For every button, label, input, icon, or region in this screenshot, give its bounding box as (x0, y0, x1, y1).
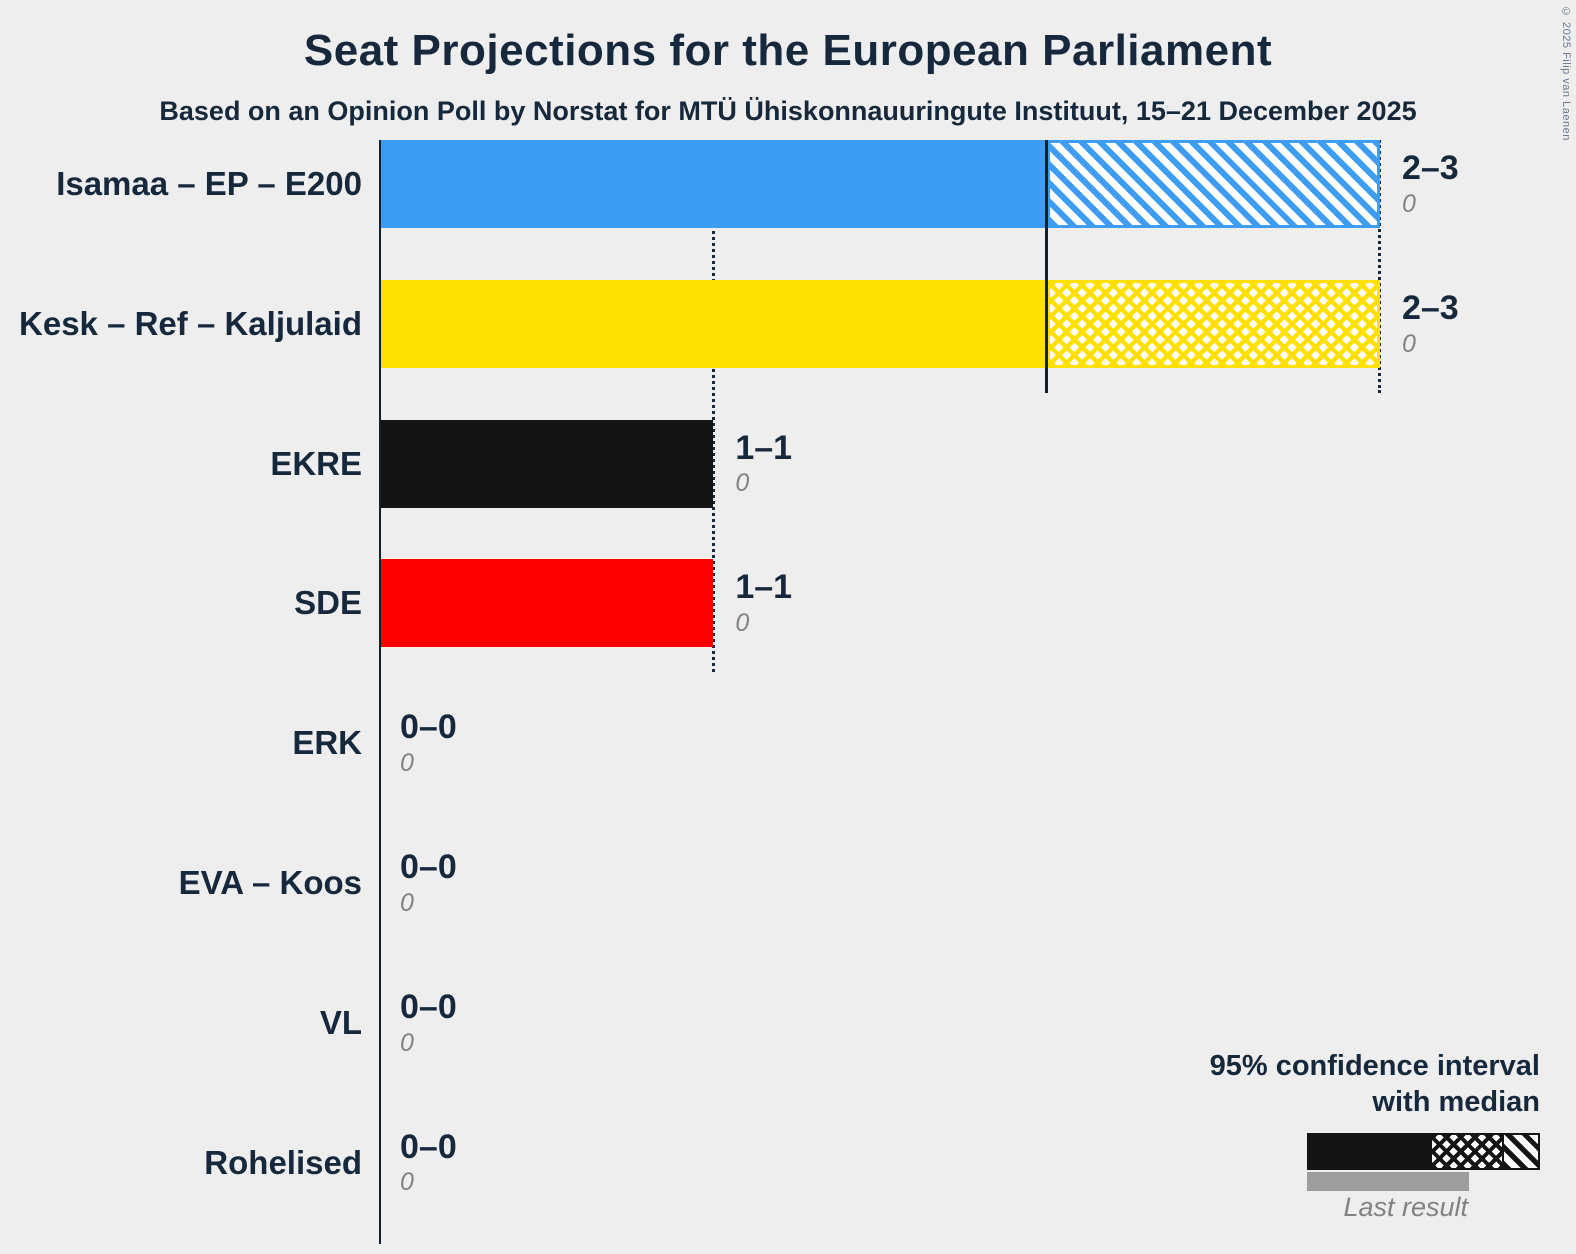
legend-solid-swatch (1307, 1133, 1430, 1170)
last-result-label: 0 (1401, 329, 1416, 358)
legend-crosshatch-swatch (1430, 1133, 1502, 1170)
value-labels: 0–0 0 (400, 979, 457, 1067)
confidence-interval-label: 1–1 (735, 568, 793, 607)
value-labels: 0–0 0 (400, 839, 457, 927)
last-result-label: 0 (1401, 189, 1416, 218)
party-label: EVA – Koos (178, 864, 362, 901)
last-result-label: 0 (400, 1028, 414, 1057)
last-result-label: 0 (735, 609, 750, 638)
party-label: Isamaa – EP – E200 (56, 165, 362, 202)
median-line-2 (1045, 140, 1049, 393)
value-labels: 0–0 0 (400, 699, 457, 787)
value-labels: 0–0 0 (400, 1119, 457, 1207)
chart-row: EVA – Koos 0–0 0 (0, 839, 1576, 927)
chart-row: Kesk – Ref – Kaljulaid 2–3 0 (0, 279, 1576, 368)
last-result-label: 0 (400, 1168, 414, 1197)
party-label: ERK (292, 724, 362, 762)
legend-title-line1: 95% confidence interval (1209, 1050, 1540, 1082)
chart-subtitle: Based on an Opinion Poll by Norstat for … (159, 96, 1417, 126)
legend-last-result-swatch (1307, 1172, 1469, 1191)
confidence-interval-label: 0–0 (400, 708, 457, 747)
party-label: Kesk – Ref – Kaljulaid (19, 304, 362, 342)
gridline-3 (1378, 140, 1382, 393)
bar-diagonalhatch-segment (1046, 140, 1380, 228)
value-labels: 2–3 0 (1402, 140, 1459, 228)
copyright-notice: © 2025 Filip van Laenen (1560, 6, 1572, 141)
gridline-1 (711, 140, 715, 673)
confidence-interval-label: 1–1 (735, 428, 793, 467)
confidence-interval-label: 0–0 (400, 987, 457, 1026)
legend-title-line2: with median (1372, 1086, 1540, 1118)
chart-row: EKRE 1–1 0 (0, 419, 1576, 508)
value-labels: 2–3 0 (1402, 280, 1459, 368)
legend-last-result-label: Last result (1343, 1192, 1468, 1222)
value-labels: 1–1 0 (735, 420, 792, 508)
party-label: EKRE (270, 444, 362, 482)
chart-row: Rohelised 0–0 0 (0, 1119, 1576, 1207)
y-axis-line (379, 140, 381, 1244)
legend-confidence-bar (1307, 1133, 1540, 1170)
value-labels: 1–1 0 (735, 559, 792, 647)
chart-row: SDE 1–1 0 (0, 559, 1576, 648)
confidence-interval-label: 0–0 (400, 848, 457, 887)
confidence-interval-label: 2–3 (1401, 288, 1459, 327)
last-result-label: 0 (400, 888, 414, 917)
party-label: VL (319, 1003, 362, 1041)
party-label: Rohelised (204, 1143, 362, 1181)
chart-row: VL 0–0 0 (0, 979, 1576, 1067)
bar-solid-segment (380, 419, 714, 508)
bar-solid-segment (380, 559, 714, 648)
confidence-interval-label: 0–0 (400, 1127, 457, 1166)
last-result-label: 0 (400, 748, 414, 777)
bar-solid-segment (380, 279, 1047, 368)
chart-title: Seat Projections for the European Parlia… (303, 26, 1273, 75)
confidence-interval-label: 2–3 (1401, 149, 1459, 188)
party-label: SDE (294, 584, 362, 622)
bar-solid-segment (380, 140, 1047, 228)
chart-row: Isamaa – EP – E200 2–3 0 (0, 140, 1576, 228)
bar-crosshatch-segment (1046, 279, 1380, 368)
chart-area: Isamaa – EP – E200 2–3 0 Kesk – Ref – Kalju… (0, 140, 1576, 1254)
chart-row: ERK 0–0 0 (0, 699, 1576, 787)
last-result-label: 0 (735, 469, 750, 498)
legend-diagonal-swatch (1502, 1133, 1540, 1170)
